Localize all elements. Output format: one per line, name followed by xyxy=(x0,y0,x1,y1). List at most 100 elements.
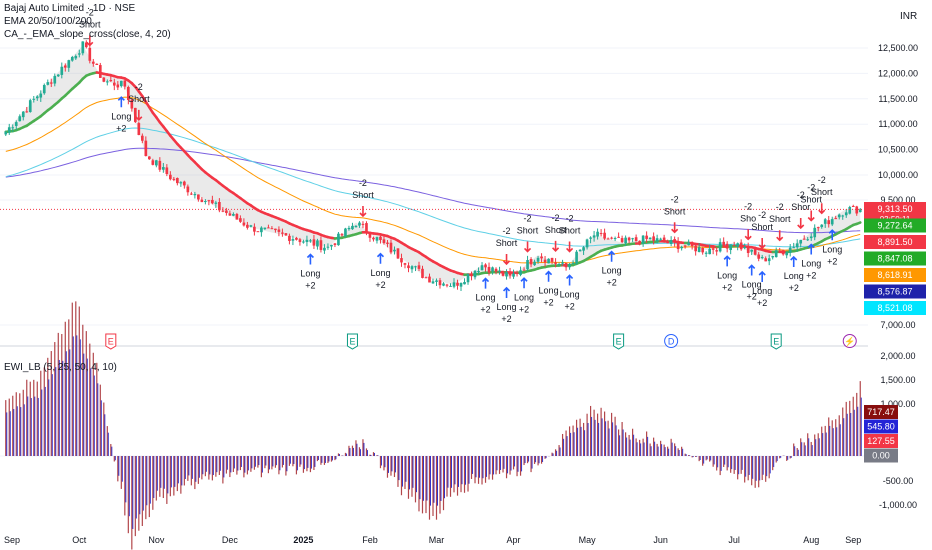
candle-body xyxy=(133,107,137,122)
candle-body xyxy=(610,237,613,239)
candle-body xyxy=(792,247,796,249)
candle-body xyxy=(708,248,711,255)
long-arrow-icon xyxy=(758,270,766,282)
osc-badge-bg xyxy=(864,434,898,448)
candle-body xyxy=(326,246,330,248)
candle-body xyxy=(319,240,323,250)
event-marker-E: E xyxy=(770,333,782,350)
candle-body xyxy=(298,239,302,243)
price-tick-label: 12,000.00 xyxy=(878,68,918,78)
candle-body xyxy=(641,235,645,244)
candle-body xyxy=(834,218,838,220)
osc-tick-label: -500.00 xyxy=(883,476,914,486)
candle-body xyxy=(536,257,540,262)
candle-body xyxy=(666,241,669,244)
candle-body xyxy=(375,237,379,241)
candle-body xyxy=(91,61,95,64)
ema-indicator-label[interactable]: EMA 20/50/100/200 xyxy=(4,16,92,27)
long-signal-label: Long xyxy=(111,111,131,121)
currency-label[interactable]: INR xyxy=(900,11,918,22)
candle-body xyxy=(501,271,505,276)
candle-body xyxy=(540,256,543,259)
candle-body xyxy=(638,240,641,245)
candle-body xyxy=(823,219,827,224)
candle-body xyxy=(410,266,414,270)
osc-badge-bg xyxy=(864,448,898,463)
ewi-indicator-label[interactable]: EWI_LB (5, 25, 50, 4, 10) xyxy=(4,362,117,373)
short-arrow-icon xyxy=(552,240,560,252)
candle-body xyxy=(21,111,25,118)
candle-body xyxy=(449,285,452,287)
osc-value-badge: 0.00 xyxy=(864,448,898,463)
candle-body xyxy=(393,249,396,252)
candle-body xyxy=(263,227,267,230)
long-arrow-icon xyxy=(481,277,490,289)
candle-body xyxy=(438,280,442,286)
price-badge-bg xyxy=(864,218,926,233)
signals: -2ShortLong+2-2ShortLong+2-2ShortLong+2L… xyxy=(79,7,842,324)
symbol-title[interactable]: Bajaj Auto Limited · 1D · NSE xyxy=(4,3,136,14)
candle-body xyxy=(578,249,582,252)
candle-body xyxy=(841,215,845,217)
price-tick-label: 7,000.00 xyxy=(880,320,915,330)
candle-body xyxy=(659,238,662,240)
long-arrow-icon xyxy=(723,255,731,267)
candle-body xyxy=(613,238,617,240)
price-label-badge: 9,272.64 xyxy=(864,218,926,233)
candle-body xyxy=(669,240,673,244)
ema200-line xyxy=(5,147,861,234)
candle-body xyxy=(795,243,799,248)
time-tick-label: Apr xyxy=(507,535,521,545)
short-signal-label: -2 xyxy=(86,7,94,17)
price-tick-label: 11,500.00 xyxy=(878,94,917,104)
event-marker-E: E xyxy=(105,333,117,350)
candle-body xyxy=(358,222,361,226)
candle-body xyxy=(851,205,855,207)
long-signal-label: Long xyxy=(602,266,622,276)
candle-body xyxy=(316,240,319,247)
candle-body xyxy=(386,242,389,244)
candle-body xyxy=(25,111,29,113)
price-badge-bg xyxy=(864,235,926,249)
candle-body xyxy=(498,270,501,273)
candle-body xyxy=(585,239,589,248)
candle-body xyxy=(18,116,22,122)
candle-body xyxy=(526,260,529,270)
long-signal-label: Long xyxy=(822,244,842,254)
long-signal-label: +2 xyxy=(116,123,126,133)
time-axis: Sep Oct Nov Dec 2025 Feb Mar Apr May Jun Jul Aug Sep xyxy=(4,535,861,545)
candle-body xyxy=(116,84,120,88)
candle-body xyxy=(260,227,263,233)
long-signal-label: Long xyxy=(300,269,320,279)
time-tick-label: May xyxy=(579,535,597,545)
candle-body xyxy=(211,199,214,204)
short-arrow-icon xyxy=(776,230,784,242)
short-signal-label: -2 xyxy=(807,183,815,193)
earnings-icon xyxy=(613,333,625,350)
candle-body xyxy=(344,228,347,237)
price-badge-value: 8,576.87 xyxy=(877,287,912,297)
long-arrow-icon xyxy=(117,96,125,108)
event-marker-E: E xyxy=(346,333,358,350)
candle-body xyxy=(14,122,18,126)
long-signal-label: +2 xyxy=(606,278,616,288)
short-arrow-icon xyxy=(818,203,826,215)
ema-slope-cross-indicator-label[interactable]: CA_-_EMA_slope_cross(close, 4, 20) xyxy=(4,29,171,40)
short-signal-label: -2 xyxy=(552,213,560,223)
candle-body xyxy=(830,219,834,225)
candle-body xyxy=(372,237,375,240)
candle-body xyxy=(95,63,99,65)
candle-body xyxy=(274,228,277,231)
long-signal-label: +2 xyxy=(501,314,511,324)
candle-body xyxy=(512,273,515,277)
long-signal-label: +2 xyxy=(375,280,385,290)
candle-body xyxy=(295,237,298,240)
candle-body xyxy=(662,237,666,242)
candle-body xyxy=(655,238,659,242)
candle-body xyxy=(354,225,358,228)
candle-body xyxy=(771,256,775,258)
candle-body xyxy=(242,222,246,226)
price-badge-value: 8,618.91 xyxy=(877,270,912,280)
candle-body xyxy=(533,261,536,266)
